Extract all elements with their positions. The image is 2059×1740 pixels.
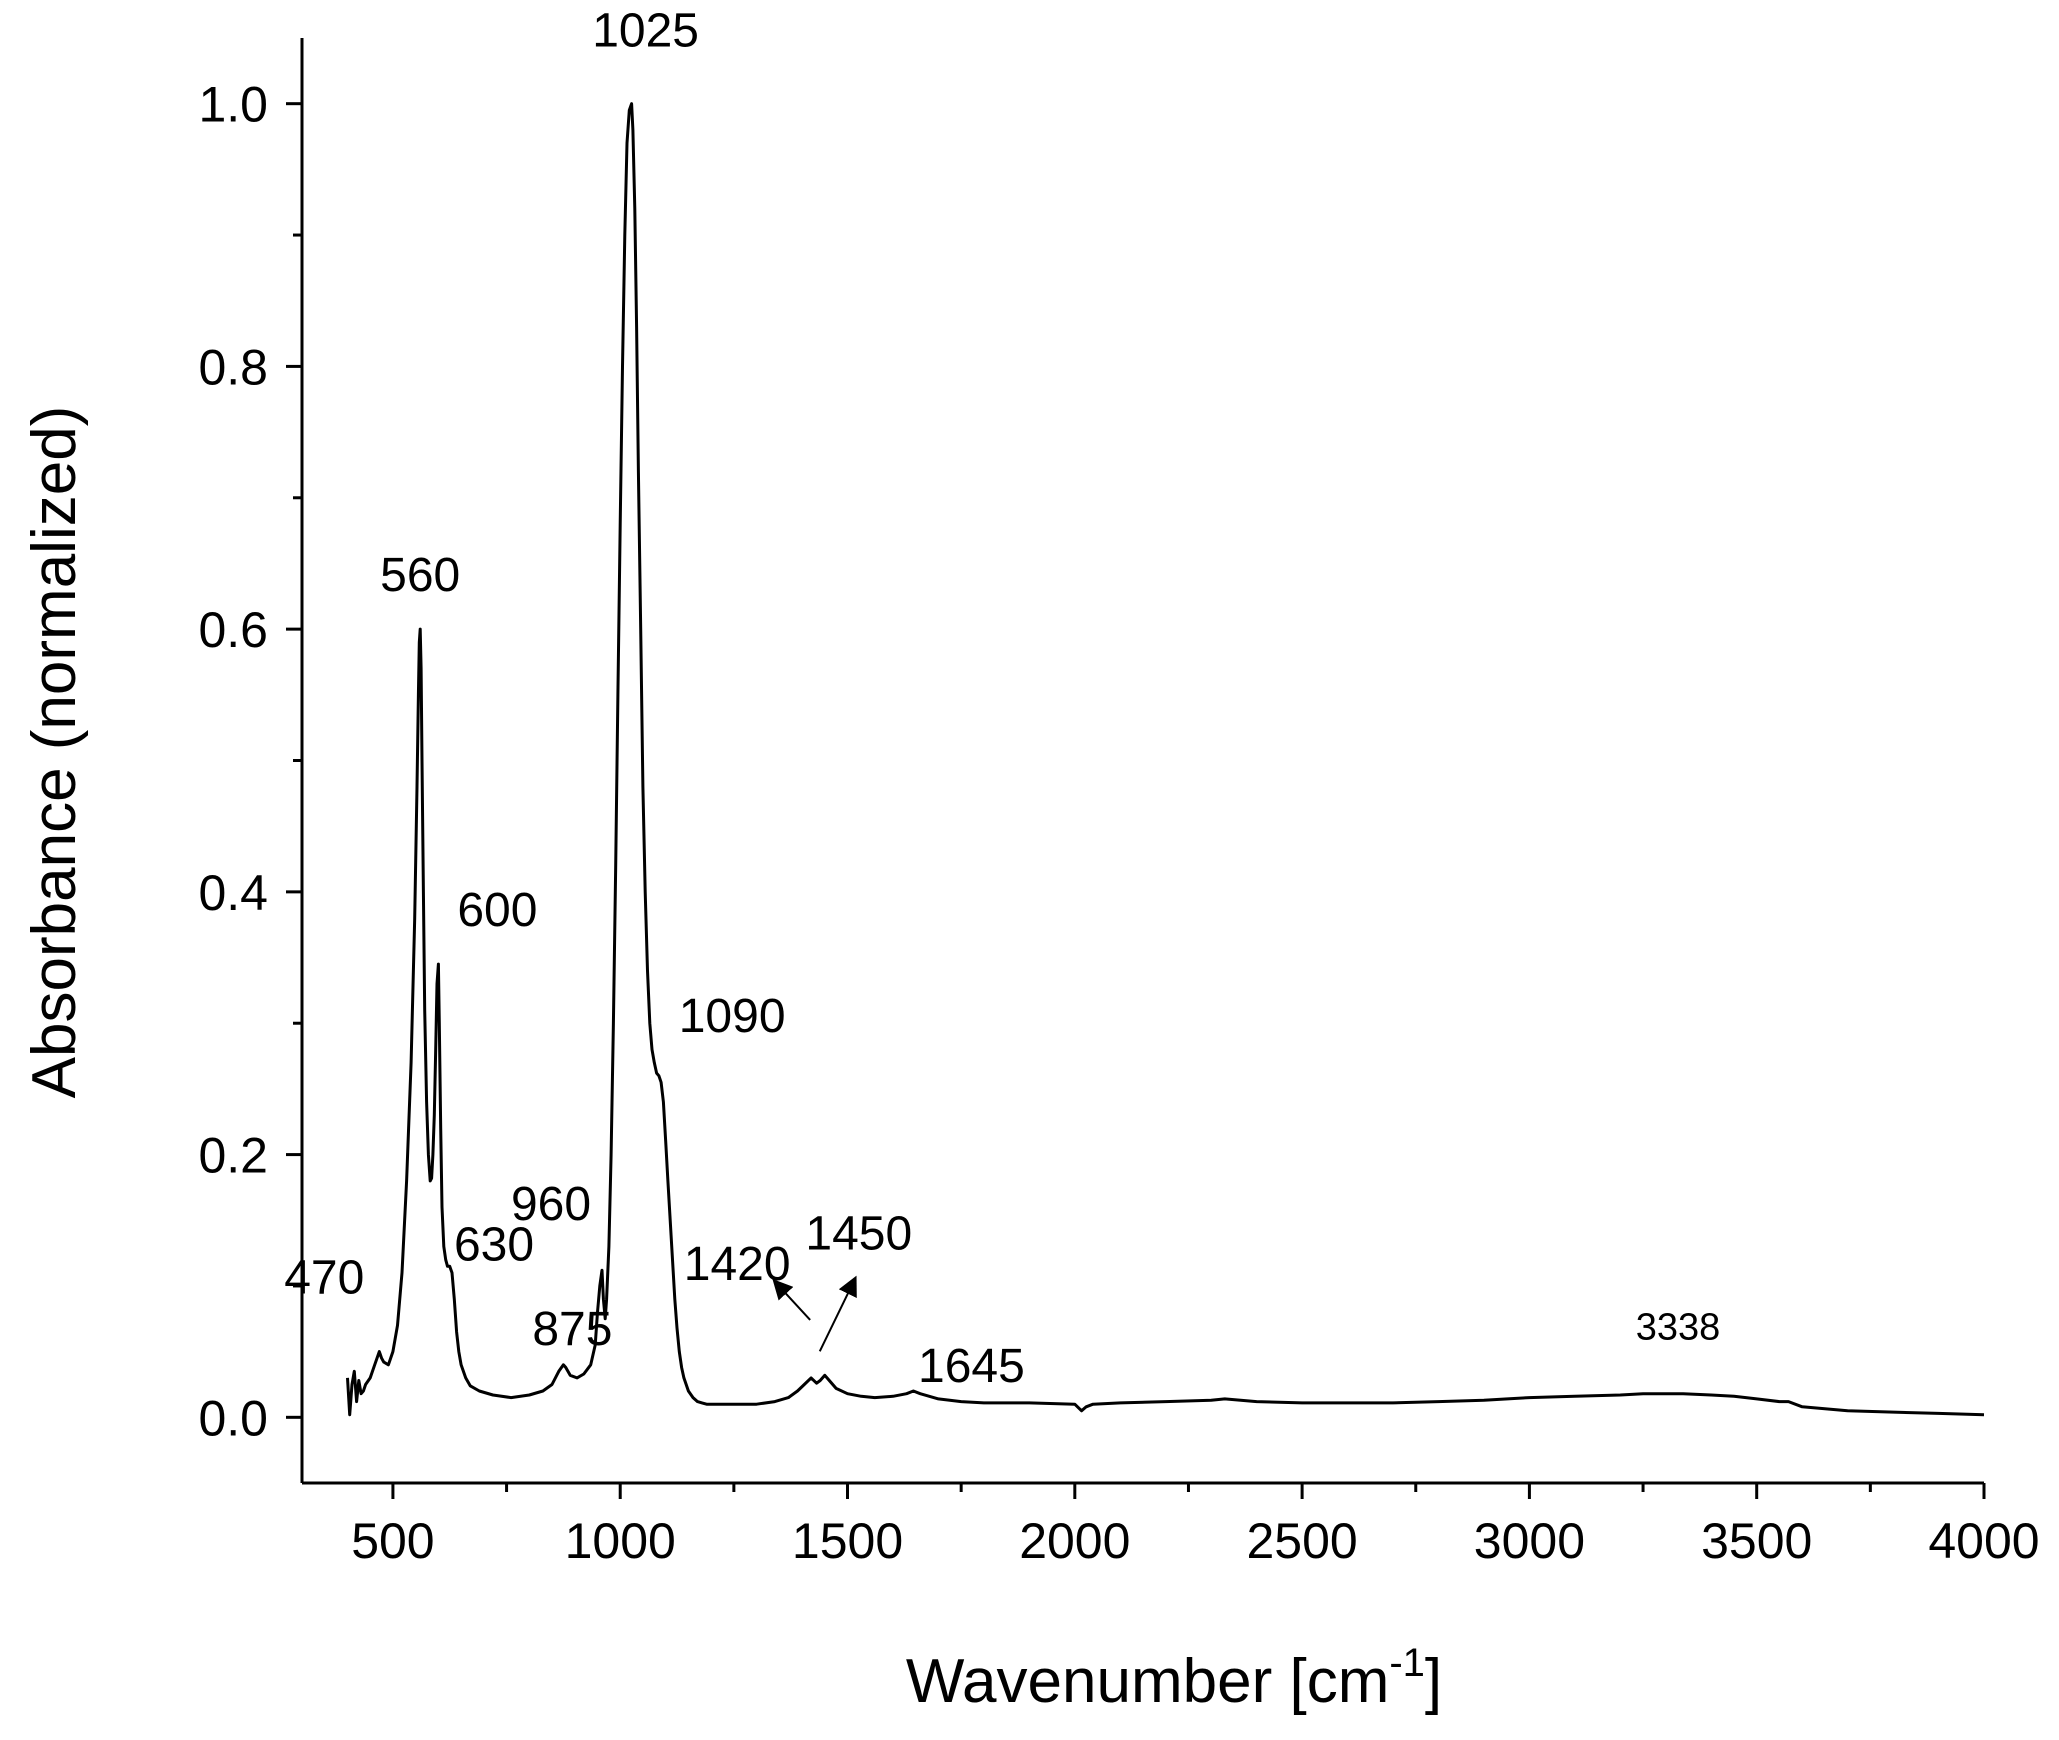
x-axis-label: Wavenumber [cm-1]	[906, 1641, 1442, 1716]
y-tick-label: 0.0	[198, 1390, 268, 1446]
axes: 500 1000 1500 2000 2500 3000 3500 4000 0.0 0.2 0.4…	[198, 38, 2040, 1569]
y-tick-label: 0.8	[198, 339, 268, 395]
y-tick-label: 0.2	[198, 1128, 268, 1184]
x-tick-label: 3500	[1701, 1513, 1812, 1569]
x-axis-label-sup: -1	[1389, 1641, 1425, 1685]
peak-label-1090: 1090	[679, 990, 786, 1043]
peak-arrow-1420	[772, 1278, 811, 1321]
peak-arrow-1450	[818, 1275, 857, 1352]
peak-annotations: 470 560 600 630 875 960 1025 1090 1420 1450 1645 33…	[284, 5, 1720, 1393]
peak-label-630: 630	[454, 1218, 534, 1271]
x-tick-label: 1500	[792, 1513, 903, 1569]
x-tick-label: 4000	[1928, 1513, 2039, 1569]
x-tick-label: 1000	[565, 1513, 676, 1569]
y-tick-label: 0.6	[198, 602, 268, 658]
y-tick-label: 0.4	[198, 865, 268, 921]
peak-label-1450: 1450	[805, 1207, 912, 1260]
peak-label-560: 560	[380, 549, 460, 602]
peak-label-960: 960	[511, 1178, 591, 1231]
peak-label-600: 600	[457, 884, 537, 937]
peak-label-1025: 1025	[592, 5, 699, 58]
series-layer	[346, 102, 1985, 1417]
x-axis-label-main: Wavenumber [cm	[906, 1647, 1390, 1716]
y-tick-label: 1.0	[198, 77, 268, 133]
y-axis-label: Absorbance (normalized)	[20, 406, 89, 1099]
peak-label-3338: 3338	[1636, 1307, 1721, 1349]
spectrum-line	[346, 102, 1985, 1417]
peak-label-470: 470	[284, 1252, 364, 1305]
peak-label-875: 875	[532, 1303, 612, 1356]
x-tick-label: 500	[351, 1513, 434, 1569]
x-tick-label: 2500	[1246, 1513, 1357, 1569]
x-axis-label-close: ]	[1425, 1647, 1442, 1716]
peak-label-1645: 1645	[918, 1340, 1025, 1393]
peak-label-1420: 1420	[684, 1238, 791, 1291]
x-tick-label: 2000	[1019, 1513, 1130, 1569]
x-tick-label: 3000	[1474, 1513, 1585, 1569]
